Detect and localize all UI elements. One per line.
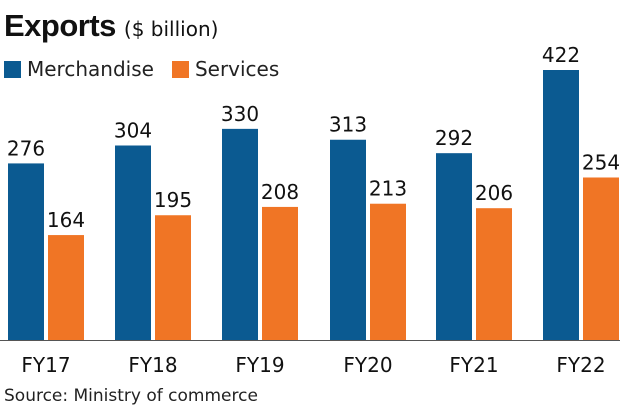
legend-item-services: Services <box>171 57 280 81</box>
bar-services-fy21 <box>476 208 512 340</box>
data-label-merchandise-fy19: 330 <box>221 102 259 126</box>
data-label-merchandise-fy22: 422 <box>542 43 580 67</box>
x-tick-label-fy22: FY22 <box>556 353 605 377</box>
bar-merchandise-fy21 <box>436 153 472 340</box>
bar-merchandise-fy17 <box>8 163 44 340</box>
bar-services-fy22 <box>583 177 619 340</box>
data-label-merchandise-fy21: 292 <box>435 126 473 150</box>
x-tick-label-fy21: FY21 <box>449 353 498 377</box>
legend-label-merchandise: Merchandise <box>27 57 154 81</box>
bar-services-fy18 <box>155 215 191 340</box>
data-label-services-fy20: 213 <box>369 177 407 201</box>
x-tick-label-fy19: FY19 <box>235 353 284 377</box>
chart-subtitle: ($ billion) <box>123 17 219 41</box>
bar-services-fy20 <box>370 203 406 340</box>
bar-merchandise-fy20 <box>330 139 366 340</box>
legend-item-merchandise: Merchandise <box>4 57 154 81</box>
data-label-services-fy22: 254 <box>582 150 620 174</box>
data-label-merchandise-fy18: 304 <box>114 118 152 142</box>
data-label-services-fy17: 164 <box>47 208 85 232</box>
bar-merchandise-fy22 <box>543 70 579 340</box>
bar-services-fy17 <box>48 235 84 340</box>
x-tick-label-fy20: FY20 <box>343 353 392 377</box>
bar-services-fy19 <box>262 206 298 340</box>
chart-title: Exports <box>4 8 116 43</box>
data-label-merchandise-fy17: 276 <box>7 136 45 160</box>
data-label-services-fy21: 206 <box>475 181 513 205</box>
bar-merchandise-fy19 <box>222 128 258 340</box>
data-label-services-fy19: 208 <box>261 180 299 204</box>
source-note: Source: Ministry of commerce <box>4 386 258 406</box>
x-tick-label-fy17: FY17 <box>21 353 70 377</box>
legend-label-services: Services <box>194 57 280 81</box>
legend-swatch-merchandise <box>4 60 21 78</box>
legend: Merchandise Services <box>4 57 297 81</box>
data-label-services-fy18: 195 <box>154 188 192 212</box>
chart-title-row: Exports ($ billion) <box>4 8 218 44</box>
legend-swatch-services <box>171 60 189 78</box>
data-label-merchandise-fy20: 313 <box>329 113 367 137</box>
x-tick-label-fy18: FY18 <box>128 353 177 377</box>
bar-merchandise-fy18 <box>115 145 151 340</box>
